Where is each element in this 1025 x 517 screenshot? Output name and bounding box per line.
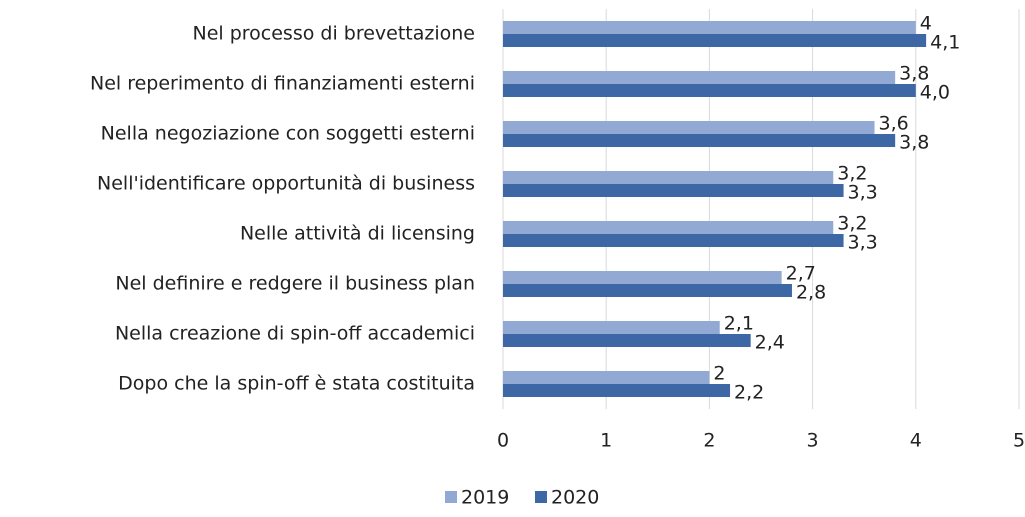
value-label: 3,2 [837,213,867,235]
x-tick-label: 3 [807,430,819,452]
value-label: 4,1 [930,32,960,54]
value-label: 2,1 [724,313,754,335]
bar [503,284,792,297]
bar [503,121,875,134]
y-tick-label: Nelle attività di licensing [240,223,475,245]
value-label: 2,2 [734,382,764,404]
bar [503,134,896,147]
y-tick-label: Nel definire e redgere il business plan [115,273,475,295]
bar [503,34,927,47]
value-label: 2,8 [796,282,826,304]
legend-swatch [535,491,547,503]
value-label: 2,7 [786,263,816,285]
value-label: 2 [713,363,725,385]
value-label: 2,4 [755,332,785,354]
bar [503,271,782,284]
bar [503,334,751,347]
value-label: 3,8 [899,63,929,85]
legend-label: 2019 [461,487,509,509]
bar [503,71,896,84]
value-label: 4,0 [920,82,950,104]
x-tick-label: 2 [703,430,715,452]
value-label: 3,3 [848,182,878,204]
bar [503,384,731,397]
bar [503,171,834,184]
bar [503,21,916,34]
legend-swatch [445,491,457,503]
bar [503,84,916,97]
y-tick-label: Nel processo di brevettazione [192,23,475,45]
value-label: 3,2 [837,163,867,185]
y-tick-label: Nel reperimento di finanziamenti esterni [90,73,475,95]
bar [503,221,834,234]
bar [503,234,844,247]
legend-label: 2020 [551,487,599,509]
value-label: 3,8 [899,132,929,154]
bar [503,371,710,384]
value-label: 4 [920,13,932,35]
y-tick-label: Nella negoziazione con soggetti esterni [101,123,475,145]
x-tick-label: 1 [600,430,612,452]
x-tick-label: 4 [910,430,922,452]
y-tick-label: Nella creazione di spin-off accademici [115,323,475,345]
value-label: 3,6 [879,113,909,135]
y-tick-label: Dopo che la spin-off è stata costituita [118,373,475,395]
y-tick-label: Nell'identificare opportunità di busines… [97,173,475,195]
bar [503,184,844,197]
x-tick-label: 5 [1013,430,1025,452]
x-tick-label: 0 [497,430,509,452]
value-label: 3,3 [848,232,878,254]
bar [503,321,720,334]
